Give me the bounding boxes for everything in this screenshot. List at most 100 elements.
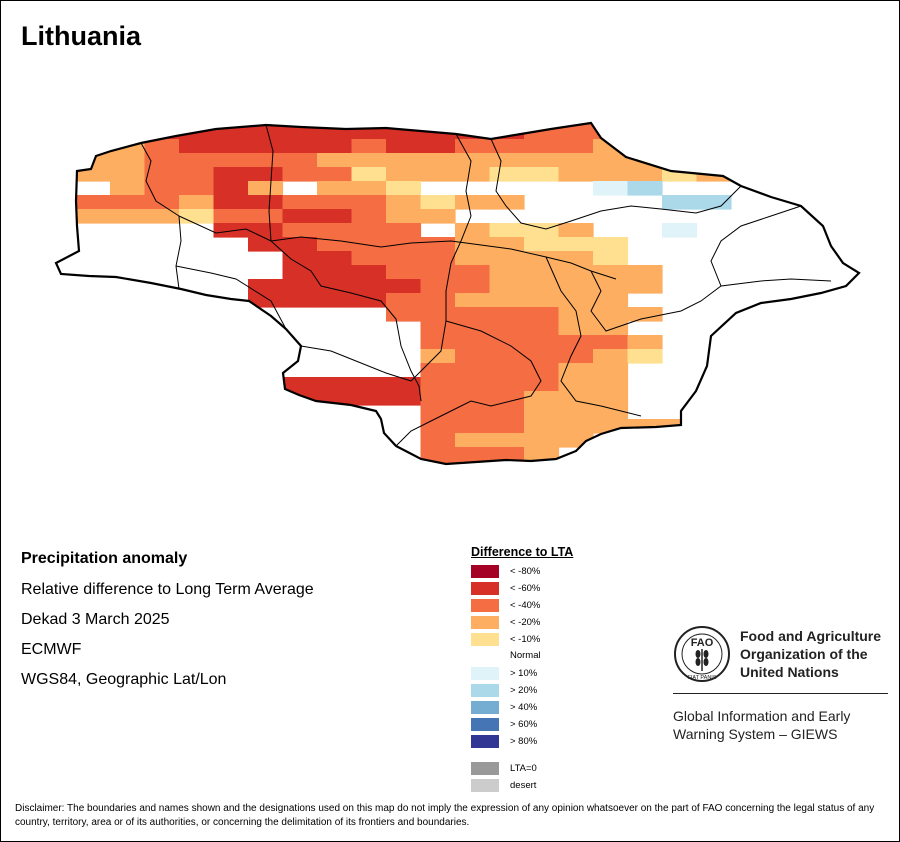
anomaly-cell: [386, 307, 422, 322]
anomaly-cell: [558, 335, 594, 350]
fao-logo-motto: FIAT PANIS: [687, 675, 716, 681]
anomaly-cell: [317, 123, 353, 126]
legend-label: < -80%: [510, 566, 541, 577]
anomaly-cell: [282, 167, 318, 182]
region-border: [490, 138, 742, 230]
anomaly-cell: [524, 123, 560, 126]
anomaly-cell: [248, 139, 284, 154]
anomaly-cell: [420, 195, 456, 210]
anomaly-cell: [213, 181, 249, 196]
legend-label: > 80%: [510, 736, 538, 747]
anomaly-cell: [213, 139, 249, 154]
anomaly-cell: [489, 265, 525, 280]
anomaly-cell: [248, 195, 284, 210]
anomaly-cell: [420, 153, 456, 168]
anomaly-cell: [593, 153, 629, 168]
anomaly-cell: [248, 167, 284, 182]
anomaly-cell: [248, 237, 284, 252]
legend-swatch: [471, 633, 499, 646]
anomaly-cell: [282, 209, 318, 224]
country-border: [54, 121, 861, 466]
anomaly-cell: [558, 405, 594, 420]
legend-swatch: [471, 599, 499, 612]
anomaly-cell: [282, 223, 318, 238]
admin-boundaries: [54, 121, 861, 466]
anomaly-cell: [593, 293, 629, 308]
anomaly-cell: [110, 167, 146, 182]
anomaly-cell: [179, 153, 215, 168]
anomaly-cell: [351, 237, 387, 252]
anomaly-cell: [317, 293, 353, 308]
anomaly-cell: [593, 377, 629, 392]
region-border: [178, 215, 272, 242]
anomaly-cell: [420, 251, 456, 266]
anomaly-cell: [558, 377, 594, 392]
anomaly-cell: [696, 153, 732, 168]
anomaly-cell: [558, 139, 594, 154]
anomaly-cell: [248, 153, 284, 168]
anomaly-cell: [213, 209, 249, 224]
anomaly-cell: [248, 293, 284, 308]
legend-label: > 40%: [510, 702, 538, 713]
anomaly-cell: [489, 461, 525, 464]
anomaly-cell: [455, 293, 491, 308]
anomaly-cell: [696, 139, 732, 154]
anomaly-cell: [524, 293, 560, 308]
anomaly-cell: [282, 153, 318, 168]
legend-label: > 10%: [510, 668, 538, 679]
anomaly-cell: [317, 251, 353, 266]
anomaly-cell: [593, 307, 629, 322]
anomaly-cell: [317, 181, 353, 196]
anomaly-cell: [351, 153, 387, 168]
anomaly-cell: [317, 377, 353, 392]
anomaly-cell: [248, 123, 284, 126]
anomaly-cell: [144, 181, 180, 196]
anomaly-cell: [351, 279, 387, 294]
anomaly-cell: [489, 433, 525, 448]
map-period: Dekad 3 March 2025: [21, 611, 170, 628]
anomaly-cell: [558, 223, 594, 238]
anomaly-cell: [455, 433, 491, 448]
giews-line: Global Information and Early: [673, 708, 851, 724]
anomaly-cell: [317, 209, 353, 224]
anomaly-cell: [455, 265, 491, 280]
anomaly-cell: [420, 265, 456, 280]
anomaly-cell: [317, 237, 353, 252]
anomaly-cell: [524, 153, 560, 168]
legend-label: < -40%: [510, 600, 541, 611]
anomaly-cell: [455, 307, 491, 322]
anomaly-cell: [455, 405, 491, 420]
map-projection: WGS84, Geographic Lat/Lon: [21, 671, 227, 688]
anomaly-cell: [696, 195, 732, 210]
anomaly-cell: [524, 377, 560, 392]
anomaly-cell: [420, 433, 456, 448]
anomaly-cell: [558, 279, 594, 294]
anomaly-cell: [386, 139, 422, 154]
anomaly-cell: [627, 139, 663, 154]
anomaly-cell: [420, 405, 456, 420]
anomaly-cell: [110, 123, 146, 126]
anomaly-cell: [351, 223, 387, 238]
map-description: Relative difference to Long Term Average: [21, 581, 314, 598]
anomaly-cell: [489, 223, 525, 238]
giews-name: Global Information and Early Warning Sys…: [673, 707, 850, 743]
anomaly-cell: [420, 447, 456, 462]
anomaly-cell: [282, 123, 318, 126]
region-border: [270, 236, 617, 280]
anomaly-cell: [351, 195, 387, 210]
anomaly-cell: [593, 265, 629, 280]
fao-logo-text: FAO: [691, 637, 714, 649]
fao-name: Food and Agriculture Organization of the…: [740, 627, 881, 681]
anomaly-cell: [558, 125, 594, 140]
anomaly-cell: [489, 363, 525, 378]
anomaly-cell: [248, 279, 284, 294]
anomaly-cell: [662, 139, 698, 154]
anomaly-cell: [662, 223, 698, 238]
fao-name-line: Food and Agriculture: [740, 628, 882, 644]
map-heading: Precipitation anomaly: [21, 550, 188, 567]
anomaly-cell: [455, 195, 491, 210]
anomaly-cell: [662, 195, 698, 210]
anomaly-cell: [455, 419, 491, 434]
anomaly-cell: [489, 349, 525, 364]
anomaly-cell: [524, 349, 560, 364]
